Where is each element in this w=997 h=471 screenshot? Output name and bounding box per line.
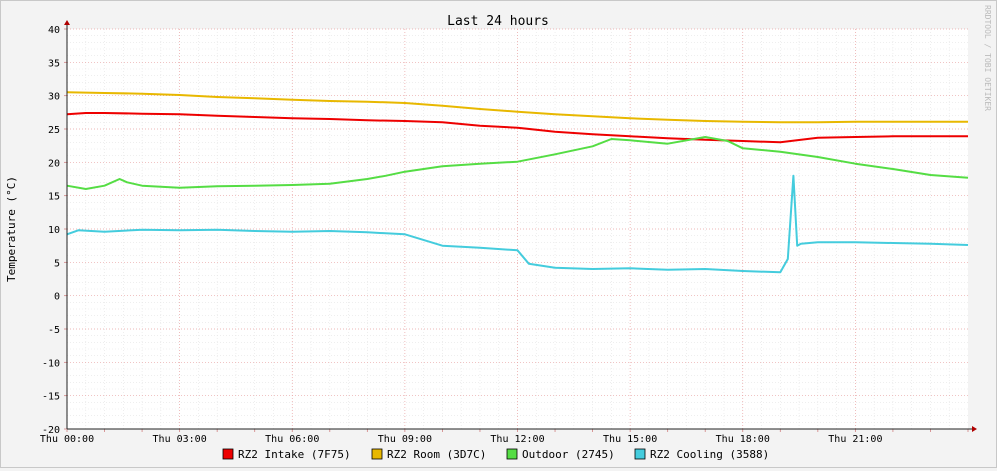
y-tick-label: 10 [48,225,60,236]
series-line-3 [66,136,969,190]
y-tick-label: 0 [54,292,60,303]
y-tick-label: 30 [48,92,60,103]
y-tick-label: 5 [54,258,60,269]
x-tick-label: Thu 15:00 [603,434,657,445]
chart-title: Last 24 hours [447,14,549,29]
legend-label: RZ2 Cooling (3588) [650,448,769,461]
legend-item: RZ2 Intake (7F75) [222,448,351,461]
legend-swatch [371,448,383,460]
y-tick-label: 35 [48,58,60,69]
x-tick-label: Thu 09:00 [378,434,432,445]
axes-layer [64,20,977,432]
y-axis-arrow [64,20,70,25]
legend-item: Outdoor (2745) [506,448,615,461]
x-tick-label: Thu 03:00 [153,434,207,445]
legend-swatch [222,448,234,460]
y-tick-label: -10 [42,358,60,369]
y-tick-label: 40 [48,25,60,36]
legend-item: RZ2 Cooling (3588) [634,448,769,461]
legend-label: Outdoor (2745) [522,448,615,461]
y-tick-label: 15 [48,192,60,203]
y-axis-label: Temperature (°C) [5,176,18,282]
x-axis-arrow [972,426,977,432]
legend-label: RZ2 Room (3D7C) [387,448,486,461]
y-tick-label: -15 [42,392,60,403]
legend-swatch [506,448,518,460]
series-line-2 [66,91,968,124]
x-tick-label: Thu 21:00 [828,434,882,445]
x-tick-label: Thu 06:00 [265,434,319,445]
y-tick-label: 20 [48,158,60,169]
series-layer [66,91,969,274]
x-tick-label: Thu 12:00 [490,434,544,445]
legend-label: RZ2 Intake (7F75) [238,448,351,461]
x-tick-label: Thu 00:00 [40,434,94,445]
y-tick-label: -5 [48,325,60,336]
watermark: RRDTOOL / TOBI OETIKER [983,5,992,111]
legend-swatch [634,448,646,460]
series-line-4 [66,174,969,274]
x-tick-label: Thu 18:00 [716,434,770,445]
y-tick-label: 25 [48,125,60,136]
legend-item: RZ2 Room (3D7C) [371,448,486,461]
y-tick-label: -20 [42,425,60,436]
legend: RZ2 Intake (7F75) RZ2 Room (3D7C) Outdoor … [222,448,769,461]
series-line-1 [66,112,968,144]
